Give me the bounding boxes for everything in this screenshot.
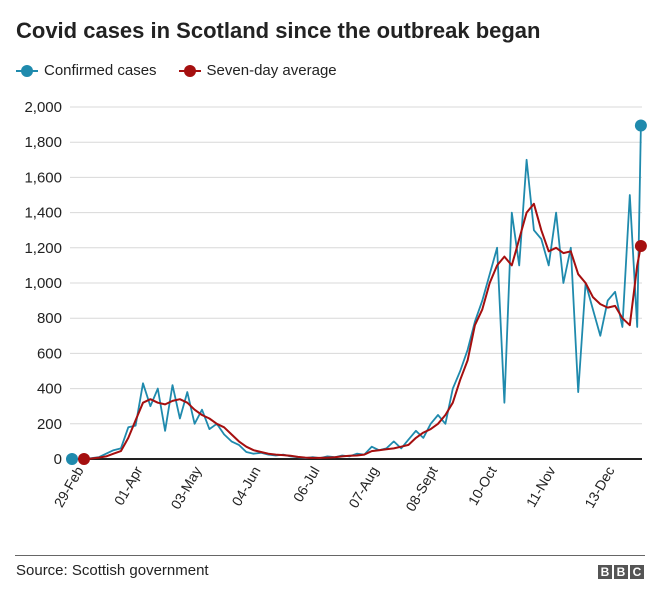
bbc-logo-letter: B (614, 565, 628, 579)
bbc-logo: B B C (598, 565, 644, 579)
y-tick-label: 800 (37, 310, 62, 327)
y-tick-label: 600 (37, 345, 62, 362)
x-tick-label: 04-Jun (228, 464, 263, 509)
y-tick-label: 200 (37, 416, 62, 433)
legend: Confirmed cases Seven-day average (16, 62, 337, 79)
y-tick-label: 2,000 (24, 99, 62, 116)
x-tick-label: 10-Oct (465, 463, 500, 507)
x-tick-label: 13-Dec (581, 464, 617, 511)
average-end-dot (634, 240, 647, 253)
confirmed-end-dot (634, 119, 647, 132)
chart-title: Covid cases in Scotland since the outbre… (16, 18, 541, 43)
source-note: Source: Scottish government (16, 562, 209, 579)
legend-item-confirmed: Confirmed cases (16, 62, 157, 79)
bbc-logo-letter: C (630, 565, 644, 579)
x-tick-label: 07-Aug (345, 464, 381, 511)
average-line (83, 202, 642, 460)
legend-marker-average-icon (178, 64, 201, 78)
y-tick-label: 1,400 (24, 205, 62, 222)
y-tick-label: 1,000 (24, 275, 62, 292)
legend-item-average: Seven-day average (178, 62, 337, 79)
x-tick-label: 08-Sept (402, 463, 440, 514)
legend-marker-confirmed-icon (16, 64, 38, 78)
x-tick-label: 06-Jul (290, 464, 323, 505)
y-tick-label: 1,200 (24, 240, 62, 257)
legend-label-average: Seven-day average (206, 62, 337, 79)
x-tick-label: 29-Feb (51, 463, 87, 510)
y-tick-label: 1,600 (24, 169, 62, 186)
bbc-logo-letter: B (598, 565, 612, 579)
x-tick-label: 11-Nov (523, 464, 559, 510)
footer-divider (15, 555, 645, 556)
average-start-dot (78, 453, 90, 465)
legend-label-confirmed: Confirmed cases (44, 62, 157, 79)
confirmed-start-dot (66, 453, 78, 465)
y-tick-label: 0 (54, 451, 62, 468)
y-tick-label: 1,800 (24, 134, 62, 151)
y-tick-label: 400 (37, 381, 62, 398)
x-tick-label: 03-May (167, 464, 204, 512)
x-tick-label: 01-Apr (111, 463, 146, 508)
confirmed-line (83, 125, 642, 460)
